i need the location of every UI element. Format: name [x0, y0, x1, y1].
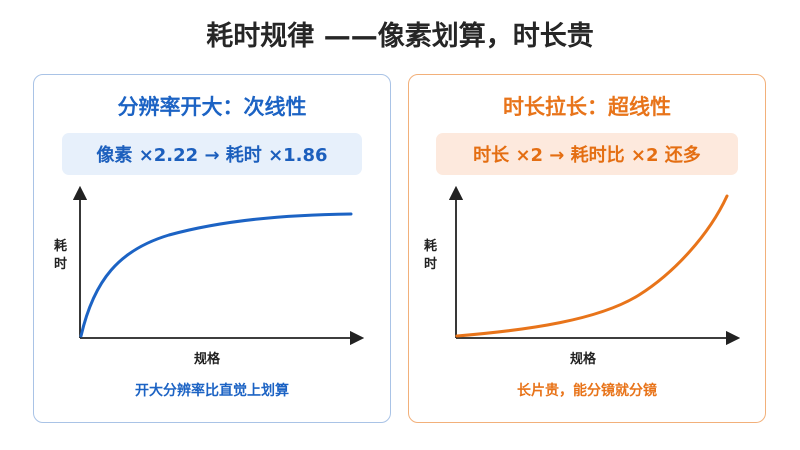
page-title: 耗时规律 ——像素划算，时长贵 — [206, 21, 594, 52]
sublinear-curve — [79, 212, 353, 338]
duration-note: 长片贵，能分镜就分镜 — [517, 383, 657, 399]
y-axis-label: 耗 时 — [424, 238, 442, 272]
resolution-note: 开大分辨率比直觉上划算 — [135, 383, 289, 399]
resolution-formula: 像素 ×2.22 → 耗时 ×1.86 — [62, 133, 362, 175]
y-axis-label-line1: 耗 — [54, 238, 67, 254]
superlinear-curve — [455, 194, 729, 338]
x-axis-label: 规格 — [194, 351, 221, 367]
x-axis-label: 规格 — [570, 351, 597, 367]
duration-card-title: 时长拉长：超线性 — [503, 95, 671, 119]
y-axis-label-line2: 时 — [424, 256, 437, 272]
duration-plot: 耗 时 规格 — [424, 185, 741, 367]
duration-card: 时长拉长：超线性 时长 ×2 → 耗时比 ×2 还多 耗 时 规格 长片贵，能分… — [408, 74, 766, 423]
resolution-card-title: 分辨率开大：次线性 — [117, 95, 307, 119]
y-axis-label: 耗 时 — [54, 238, 72, 272]
resolution-card: 分辨率开大：次线性 像素 ×2.22 → 耗时 ×1.86 耗 时 规格 开大分… — [33, 74, 391, 423]
y-axis-label-line1: 耗 — [424, 238, 437, 254]
y-axis-label-line2: 时 — [54, 256, 67, 272]
resolution-plot: 耗 时 规格 — [54, 185, 365, 367]
duration-formula: 时长 ×2 → 耗时比 ×2 还多 — [436, 133, 738, 175]
